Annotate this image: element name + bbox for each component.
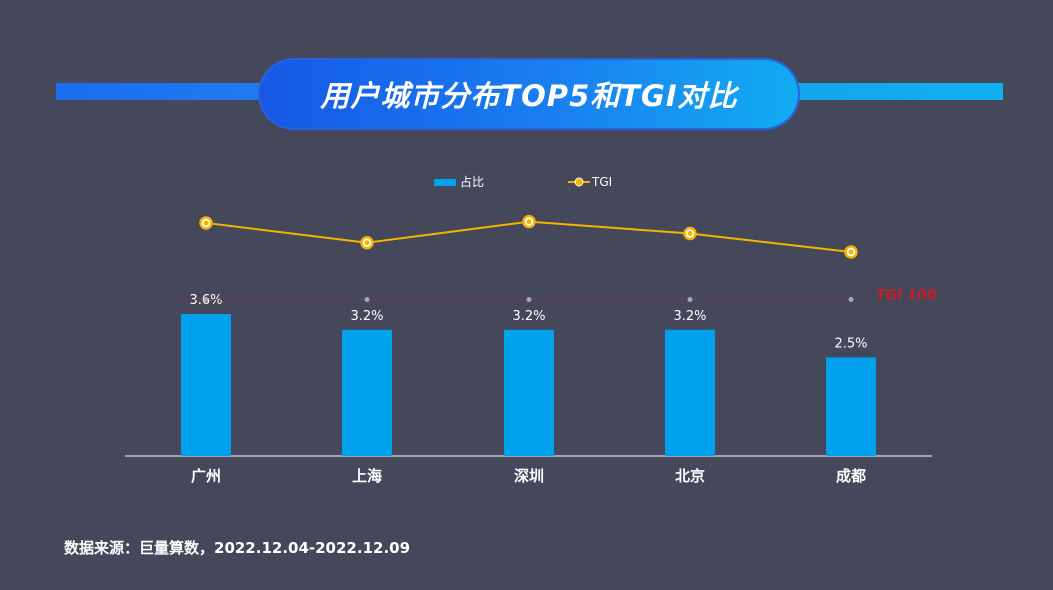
tgi-point-core <box>203 220 209 226</box>
x-tick-label: 北京 <box>675 467 705 485</box>
bar-北京 <box>665 329 715 456</box>
title-decor-right <box>770 83 1003 100</box>
bar-value-label: 2.5% <box>834 336 867 351</box>
title-decor-left <box>56 83 286 100</box>
legend-bar-label: 占比 <box>460 174 484 189</box>
chart-title: 用户城市分布TOP5和TGI对比 <box>320 79 738 113</box>
x-tick-label: 上海 <box>352 467 382 485</box>
tgi-line-series <box>199 214 858 259</box>
bar-广州 <box>181 314 231 456</box>
data-source-note: 数据来源：巨量算数，2022.12.04-2022.12.09 <box>64 539 411 557</box>
reference-layer: TGI 100 <box>180 288 937 304</box>
bar-value-label: 3.2% <box>673 309 706 324</box>
x-tick-label: 广州 <box>191 467 221 485</box>
x-tick-label: 成都 <box>836 467 866 485</box>
bar-成都 <box>826 357 876 456</box>
tgi-point-core <box>687 231 693 236</box>
legend-line-marker <box>574 177 584 187</box>
legend: 占比 TGI <box>434 174 612 189</box>
x-axis-labels: 广州 上海 深圳 北京 成都 <box>191 467 866 485</box>
tgi-reference-dot <box>848 297 854 302</box>
tgi-point-core <box>526 219 532 225</box>
bar-value-label: 3.2% <box>512 309 545 324</box>
bar-value-label: 3.2% <box>350 309 383 324</box>
x-tick-label: 深圳 <box>514 467 544 485</box>
tgi-reference-dot <box>364 297 370 302</box>
legend-line-label: TGI <box>591 175 612 189</box>
bar-上海 <box>342 329 392 456</box>
bar-深圳 <box>504 329 554 456</box>
tgi-reference-dot <box>203 297 209 302</box>
tgi-reference-dot <box>526 297 532 302</box>
tgi-reference-dot <box>687 297 693 302</box>
legend-bar-swatch <box>434 179 456 186</box>
tgi-reference-label: TGI 100 <box>876 288 937 304</box>
tgi-point-core <box>848 249 854 255</box>
title-banner: 用户城市分布TOP5和TGI对比 <box>258 58 800 130</box>
bar-series: 3.6%3.2%3.2%3.2%2.5% <box>181 293 876 456</box>
tgi-point-core <box>364 240 370 246</box>
